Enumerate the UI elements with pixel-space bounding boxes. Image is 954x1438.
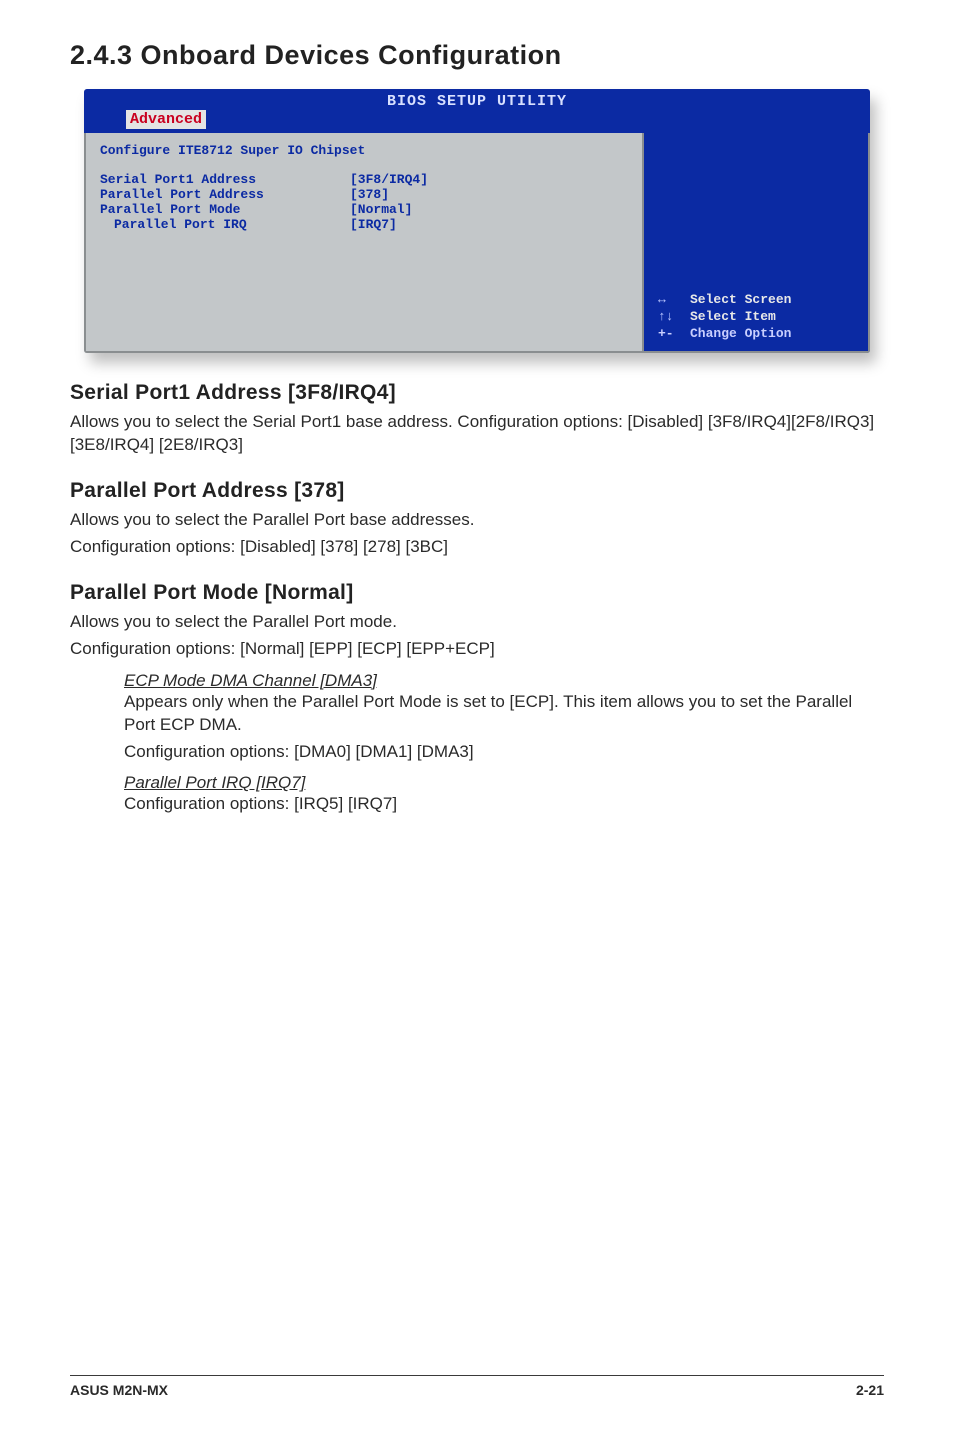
footer-left: ASUS M2N-MX bbox=[70, 1382, 168, 1398]
bios-body: Configure ITE8712 Super IO Chipset Seria… bbox=[84, 133, 870, 353]
legend-row: ↑↓ Select Item bbox=[658, 309, 858, 326]
para: Configuration options: [IRQ5] [IRQ7] bbox=[124, 793, 884, 816]
bios-row-label: Parallel Port IRQ bbox=[100, 217, 350, 232]
heading-serial-port1: Serial Port1 Address [3F8/IRQ4] bbox=[70, 381, 884, 405]
bios-row-label: Parallel Port Address bbox=[100, 187, 350, 202]
bios-header: BIOS SETUP UTILITY Advanced bbox=[84, 89, 870, 133]
bios-row-parallel-address: Parallel Port Address [378] bbox=[100, 187, 628, 202]
bios-config-title: Configure ITE8712 Super IO Chipset bbox=[100, 143, 628, 158]
para: Allows you to select the Parallel Port b… bbox=[70, 509, 884, 532]
heading-parallel-mode: Parallel Port Mode [Normal] bbox=[70, 581, 884, 605]
para: Configuration options: [Normal] [EPP] [E… bbox=[70, 638, 884, 661]
legend-row: ↔ Select Screen bbox=[658, 292, 858, 309]
legend-text: Change Option bbox=[690, 326, 791, 343]
section-heading: 2.4.3 Onboard Devices Configuration bbox=[70, 40, 884, 71]
footer-right: 2-21 bbox=[856, 1382, 884, 1398]
bios-left-panel: Configure ITE8712 Super IO Chipset Seria… bbox=[84, 133, 642, 353]
arrow-lr-icon: ↔ bbox=[658, 292, 678, 309]
subitem-parallel-irq: Parallel Port IRQ [IRQ7] Configuration o… bbox=[124, 773, 884, 816]
plus-minus-icon: +- bbox=[658, 326, 678, 343]
bios-row-value: [378] bbox=[350, 187, 389, 202]
heading-parallel-address: Parallel Port Address [378] bbox=[70, 479, 884, 503]
bios-row-value: [IRQ7] bbox=[350, 217, 397, 232]
page-footer: ASUS M2N-MX 2-21 bbox=[70, 1375, 884, 1398]
bios-screenshot: BIOS SETUP UTILITY Advanced Configure IT… bbox=[84, 89, 870, 353]
bios-row-label: Serial Port1 Address bbox=[100, 172, 350, 187]
footer-divider bbox=[70, 1375, 884, 1376]
bios-row-serial-port1: Serial Port1 Address [3F8/IRQ4] bbox=[100, 172, 628, 187]
bios-row-value: [3F8/IRQ4] bbox=[350, 172, 428, 187]
legend-text: Select Item bbox=[690, 309, 776, 326]
legend-row: +- Change Option bbox=[658, 326, 858, 343]
bios-right-panel: ↔ Select Screen ↑↓ Select Item +- Change… bbox=[642, 133, 870, 353]
arrow-ud-icon: ↑↓ bbox=[658, 309, 678, 326]
bios-row-parallel-irq: Parallel Port IRQ [IRQ7] bbox=[100, 217, 628, 232]
bios-row-label: Parallel Port Mode bbox=[100, 202, 350, 217]
para: Configuration options: [DMA0] [DMA1] [DM… bbox=[124, 741, 884, 764]
legend-text: Select Screen bbox=[690, 292, 791, 309]
para: Appears only when the Parallel Port Mode… bbox=[124, 691, 884, 737]
bios-row-parallel-mode: Parallel Port Mode [Normal] bbox=[100, 202, 628, 217]
para: Configuration options: [Disabled] [378] … bbox=[70, 536, 884, 559]
bios-legend: ↔ Select Screen ↑↓ Select Item +- Change… bbox=[658, 292, 858, 343]
subitem-title: ECP Mode DMA Channel [DMA3] bbox=[124, 671, 884, 691]
bios-title: BIOS SETUP UTILITY bbox=[387, 93, 567, 110]
subitem-title: Parallel Port IRQ [IRQ7] bbox=[124, 773, 884, 793]
subitem-ecp-dma: ECP Mode DMA Channel [DMA3] Appears only… bbox=[124, 671, 884, 764]
para: Allows you to select the Serial Port1 ba… bbox=[70, 411, 884, 457]
bios-tab-advanced: Advanced bbox=[126, 110, 206, 129]
bios-row-value: [Normal] bbox=[350, 202, 412, 217]
para: Allows you to select the Parallel Port m… bbox=[70, 611, 884, 634]
